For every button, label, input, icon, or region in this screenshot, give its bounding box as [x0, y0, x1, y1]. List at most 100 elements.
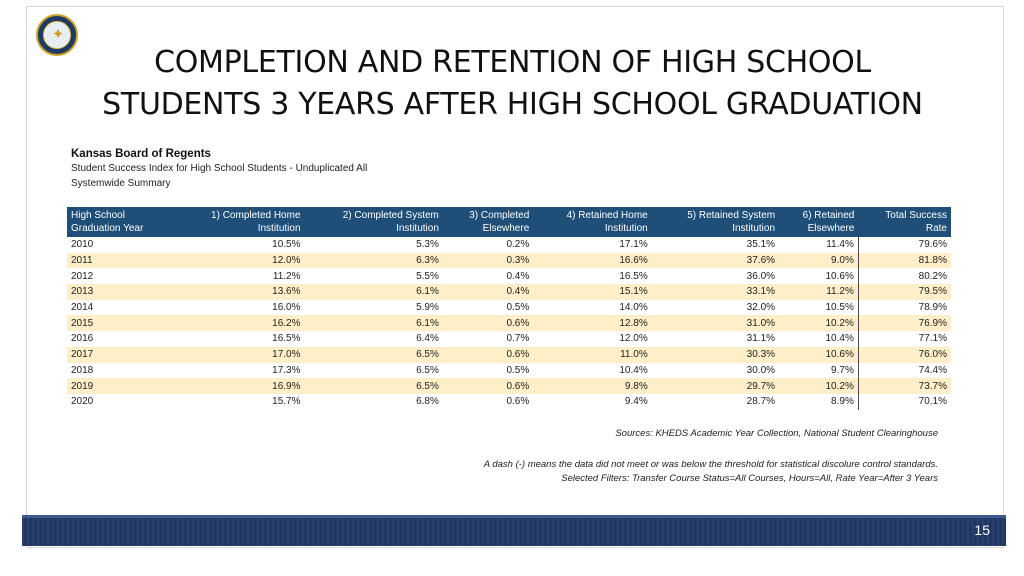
table-cell: 0.4%: [506, 270, 530, 282]
column-header-line: Institution: [604, 223, 648, 234]
table-cell: 15.1%: [533, 284, 652, 300]
column-header-line: 2) Completed System: [342, 210, 439, 221]
slide-title-line-1: COMPLETION AND RETENTION OF HIGH SCHOOL: [154, 45, 871, 80]
column-header-1: 1) Completed Home Institution: [175, 207, 305, 237]
table-cell: 0.6%: [506, 396, 530, 408]
seal-inner-ring: ✦: [43, 21, 71, 49]
table-cell: 0.5%: [506, 364, 530, 376]
table-cell: 14.0%: [619, 302, 648, 314]
table-cell: 77.1%: [918, 333, 947, 345]
table-cell: 76.0%: [858, 346, 951, 363]
table-cell: 9.0%: [779, 252, 859, 269]
table-row: 2012 11.2% 5.5% 0.4% 16.5% 36.0% 10.6% 80.2%: [67, 268, 951, 285]
table-cell: 0.4%: [442, 284, 534, 300]
table-cell: 10.6%: [779, 346, 859, 363]
table-cell: 0.3%: [442, 252, 534, 269]
table-cell: 16.9%: [175, 378, 305, 394]
table-cell: 0.2%: [506, 239, 530, 251]
table-cell: 6.4%: [416, 333, 439, 345]
table-cell: 79.6%: [918, 239, 947, 251]
column-header-line: 4) Retained Home: [566, 210, 648, 221]
table-cell: 31.0%: [651, 315, 780, 332]
column-header-line: 3) Completed: [469, 210, 530, 221]
column-header-line: Elsewhere: [807, 223, 855, 234]
table-cell: 8.9%: [779, 393, 859, 410]
column-header-6: 6) Retained Elsewhere: [779, 207, 859, 237]
report-org: Kansas Board of Regents: [71, 148, 211, 160]
report-scope: Systemwide Summary: [71, 178, 171, 189]
filters-note: Selected Filters: Transfer Course Status…: [561, 473, 938, 484]
table-cell: 10.5%: [779, 299, 859, 316]
table-cell: 70.1%: [918, 396, 947, 408]
table-cell: 2019: [67, 378, 175, 394]
column-header-line: 5) Retained System: [687, 210, 776, 221]
table-cell: 2016: [71, 333, 94, 345]
table-cell: 10.5%: [272, 239, 301, 251]
column-header-4: 4) Retained Home Institution: [533, 207, 652, 237]
column-header-2: 2) Completed System Institution: [304, 207, 443, 237]
table-cell: 16.5%: [619, 270, 648, 282]
table-row: 2011 12.0% 6.3% 0.3% 16.6% 37.6% 9.0% 81.8%: [67, 252, 951, 269]
footer-bar-edge: [22, 515, 1006, 518]
table-cell: 17.0%: [175, 346, 305, 363]
table-cell: 13.6%: [175, 284, 305, 300]
column-header-7: Total Success Rate: [858, 207, 951, 237]
table-cell: 10.4%: [779, 331, 859, 347]
table-row: 2013 13.6% 6.1% 0.4% 15.1% 33.1% 11.2% 79.5%: [67, 284, 951, 300]
table-header-row: High School Graduation Year 1) Completed H…: [67, 207, 951, 237]
column-header-3: 3) Completed Elsewhere: [442, 207, 534, 237]
table-cell: 33.1%: [651, 284, 780, 300]
table-cell: 6.5%: [304, 346, 443, 363]
table-cell: 73.7%: [858, 378, 951, 394]
table-row: 2016 16.5% 6.4% 0.7% 12.0% 31.1% 10.4% 77.1%: [67, 331, 951, 347]
table-cell: 5.5%: [416, 270, 439, 282]
table-row: 2014 16.0% 5.9% 0.5% 14.0% 32.0% 10.5% 78.9%: [67, 299, 951, 316]
table-cell: 16.6%: [533, 252, 652, 269]
table-cell: 10.2%: [779, 378, 859, 394]
table-cell: 80.2%: [918, 270, 947, 282]
slide-title-line-2: STUDENTS 3 YEARS AFTER HIGH SCHOOL GRADU…: [102, 87, 923, 122]
table-cell: 2020: [71, 396, 94, 408]
table-cell: 2013: [67, 284, 175, 300]
table-cell: 30.3%: [651, 346, 780, 363]
table-row: 2010 10.5% 5.3% 0.2% 17.1% 35.1% 11.4% 79.6%: [67, 237, 951, 253]
table-cell: 9.7%: [779, 362, 859, 379]
table-cell: 17.1%: [619, 239, 648, 251]
table-cell: 15.7%: [272, 396, 301, 408]
table-cell: 2018: [71, 364, 94, 376]
table-cell: 0.6%: [442, 315, 534, 332]
table-cell: 37.6%: [651, 252, 780, 269]
table-cell: 6.5%: [304, 378, 443, 394]
table-cell: 76.9%: [858, 315, 951, 332]
column-header-line: Elsewhere: [482, 223, 530, 234]
table-cell: 16.5%: [272, 333, 301, 345]
success-rate-table: High School Graduation Year 1) Completed H…: [67, 207, 951, 410]
table-cell: 10.6%: [779, 268, 859, 285]
table-cell: 79.5%: [858, 284, 951, 300]
column-header-5: 5) Retained System Institution: [651, 207, 780, 237]
table-cell: 32.0%: [746, 302, 776, 314]
table-cell: 11.2%: [272, 270, 301, 282]
table-cell: 0.6%: [442, 346, 534, 363]
table-cell: 31.1%: [746, 333, 776, 345]
table-cell: 16.2%: [175, 315, 305, 332]
table-cell: 12.0%: [175, 252, 305, 269]
dash-note: A dash (-) means the data did not meet o…: [483, 459, 938, 470]
table-cell: 28.7%: [746, 396, 776, 408]
table-cell: 81.8%: [858, 252, 951, 269]
table-cell: 36.0%: [746, 270, 776, 282]
table-cell: 10.2%: [779, 315, 859, 332]
table-cell: 0.6%: [442, 378, 534, 394]
table-cell: 74.4%: [918, 364, 947, 376]
slide-title: COMPLETION AND RETENTION OF HIGH SCHOOL …: [40, 42, 985, 126]
column-header-line: Graduation Year: [71, 223, 144, 234]
table-cell: 10.4%: [619, 364, 648, 376]
table-body: 2010 10.5% 5.3% 0.2% 17.1% 35.1% 11.4% 79.6% 201…: [67, 237, 951, 410]
column-header-line: Total Success: [885, 210, 947, 221]
table-cell: 11.2%: [779, 284, 859, 300]
column-header-line: Institution: [732, 223, 776, 234]
table-cell: 5.9%: [416, 302, 439, 314]
table-cell: 12.0%: [619, 333, 648, 345]
column-header-line: High School: [71, 210, 125, 221]
column-header-line: Institution: [257, 223, 301, 234]
